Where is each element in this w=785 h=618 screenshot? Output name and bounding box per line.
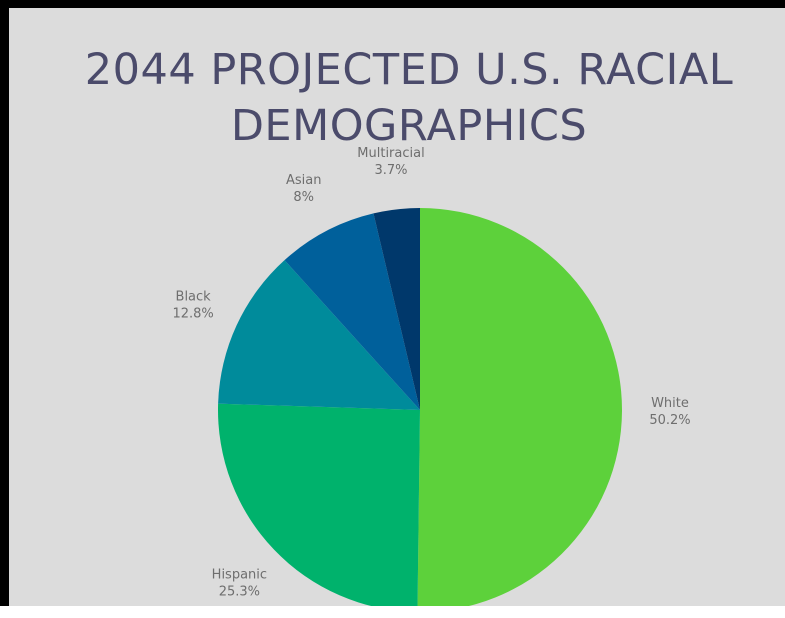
slice-value-label: 12.8% [172, 306, 213, 321]
chart: White 50.2% Hispanic 25.3% Black 12.8% Asian 8%… [172, 146, 691, 606]
chart-title: 2044 PROJECTED U.S. RACIAL DEMOGRAPHICS [84, 45, 734, 151]
slice-label: Multiracial [357, 146, 424, 161]
pie-slice [218, 260, 420, 410]
slice-value-label: 50.2% [649, 413, 690, 428]
slice-value-label: 8% [293, 190, 314, 205]
slice-label: Asian [286, 173, 321, 188]
slice-value-label: 3.7% [374, 163, 407, 178]
slice-value-label: 25.3% [219, 584, 260, 599]
pie-slice [218, 403, 420, 606]
slice-label: White [651, 396, 689, 411]
panel: White 50.2% Hispanic 25.3% Black 12.8% Asian 8%… [9, 8, 785, 606]
pie-slice [417, 208, 623, 606]
pie-slice [284, 213, 420, 410]
slice-label: Hispanic [212, 567, 267, 582]
pie-slice [373, 208, 420, 410]
slice-label: Black [176, 289, 212, 304]
